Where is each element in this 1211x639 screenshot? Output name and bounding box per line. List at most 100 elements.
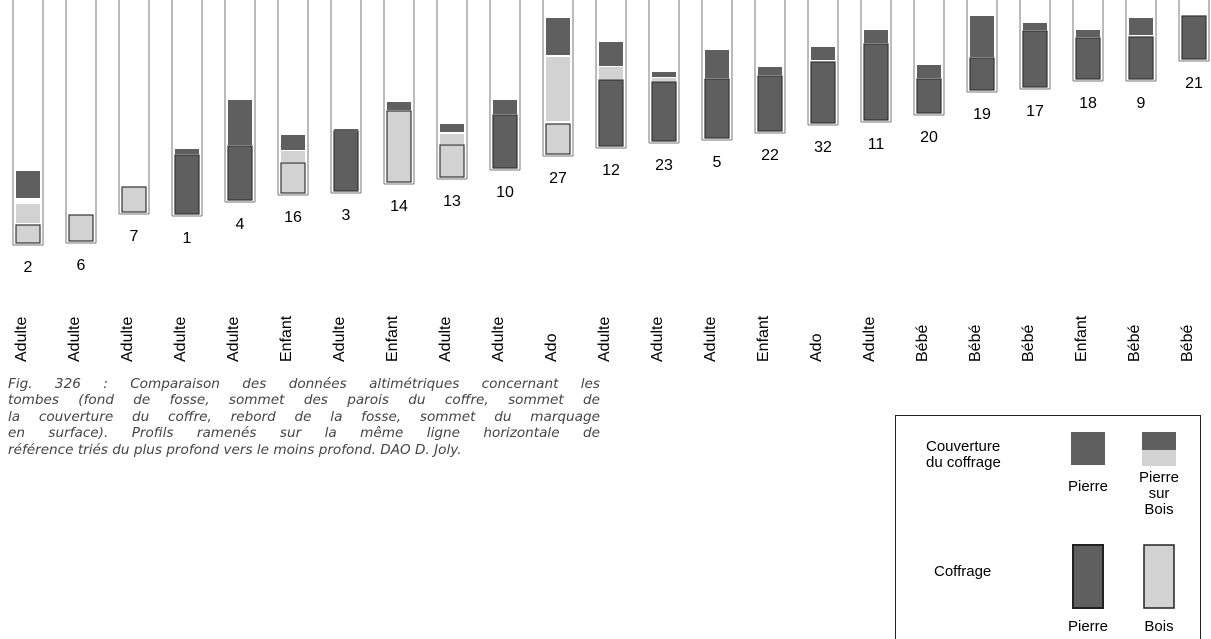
tomb-number: 10	[496, 184, 514, 201]
tomb-number: 19	[973, 106, 991, 123]
cover	[758, 67, 782, 75]
coffer	[121, 186, 147, 213]
coffer	[15, 224, 41, 244]
legend-text: Pierre	[1139, 469, 1179, 486]
cover	[599, 42, 623, 66]
cover	[917, 65, 941, 78]
tomb-number: 1	[183, 230, 192, 247]
cover	[175, 149, 199, 154]
tomb-profile: 19 Bébé	[966, 0, 998, 362]
tomb-number: 7	[130, 228, 139, 245]
age-label: Adulte	[331, 317, 348, 362]
age-label: Adulte	[225, 317, 242, 362]
coffer	[386, 110, 412, 183]
tomb-profile: 5 Adulte	[701, 0, 733, 362]
age-label: Bébé	[1020, 325, 1037, 362]
tomb-profile: 4 Adulte	[224, 0, 256, 362]
legend-swatch	[1071, 432, 1105, 465]
cover	[334, 129, 358, 132]
coffer	[810, 61, 836, 124]
tomb-number: 27	[549, 170, 567, 187]
cover	[16, 171, 40, 198]
tomb-profile: 10 Adulte	[489, 0, 521, 362]
tomb-number: 13	[443, 193, 461, 210]
cover	[599, 67, 623, 79]
cover	[493, 100, 517, 114]
tomb-number: 14	[390, 198, 408, 215]
age-label: Enfant	[755, 315, 772, 362]
tomb-profile: 13 Adulte	[436, 0, 468, 362]
legend-text: Bois	[1144, 618, 1173, 635]
age-label: Adulte	[649, 317, 666, 362]
tomb-number: 23	[655, 157, 673, 174]
tomb-profile: 16 Enfant	[277, 0, 309, 362]
age-label: Ado	[543, 333, 560, 362]
caption-line: la couverture du coffre, rebord de la fo…	[8, 408, 600, 425]
cover	[652, 78, 676, 81]
tomb-number: 4	[236, 216, 245, 233]
coffer	[757, 75, 783, 132]
age-label: Adulte	[702, 317, 719, 362]
tomb-profile: 9 Bébé	[1125, 0, 1157, 362]
age-label: Enfant	[1073, 315, 1090, 362]
legend-swatch	[1142, 450, 1176, 466]
coffer	[598, 79, 624, 147]
tomb-number: 21	[1185, 75, 1203, 92]
tomb-profile: 7 Adulte	[118, 0, 150, 362]
coffer	[863, 43, 889, 121]
tomb-profile: 12 Adulte	[595, 0, 627, 362]
tomb-profile: 14 Enfant	[383, 0, 415, 362]
tomb-profile: 21 Bébé	[1178, 0, 1210, 362]
cover	[440, 134, 464, 144]
caption-line: en surface). Profils ramenés sur la même…	[8, 425, 600, 442]
legend-swatch	[1142, 432, 1176, 450]
tomb-number: 2	[24, 259, 33, 276]
cover	[440, 124, 464, 132]
caption-line: Fig. 326 : Comparaison des données altim…	[8, 376, 600, 392]
legend-text: sur	[1149, 485, 1170, 502]
tomb-profile: 27 Ado	[542, 0, 574, 362]
coffer	[1128, 36, 1154, 80]
tomb-profile: 1 Adulte	[171, 0, 203, 362]
legend-text: Coffrage	[934, 563, 991, 580]
tomb-number: 3	[342, 207, 351, 224]
caption: Fig. 326 : Comparaison des données altim…	[8, 376, 600, 458]
coffer	[1022, 30, 1048, 88]
tomb-profile: 11 Adulte	[860, 0, 892, 362]
tomb-number: 22	[761, 147, 779, 164]
tomb-profile: 22 Enfant	[754, 0, 786, 362]
legend-text: Pierre	[1068, 618, 1108, 635]
age-label: Bébé	[914, 325, 931, 362]
tomb-profile: 17 Bébé	[1019, 0, 1051, 362]
coffer	[280, 162, 306, 194]
age-label: Adulte	[437, 317, 454, 362]
legend-text: Couverture	[926, 438, 1000, 455]
tomb-profile: 20 Bébé	[913, 0, 945, 362]
coffer	[1181, 15, 1207, 60]
tomb-profile: 32 Ado	[807, 0, 839, 362]
tomb-profile: 23 Adulte	[648, 0, 680, 362]
tomb-number: 18	[1079, 95, 1097, 112]
legend-box	[895, 415, 1201, 639]
coffer	[227, 145, 253, 201]
age-label: Enfant	[278, 315, 295, 362]
age-label: Bébé	[1179, 325, 1196, 362]
cover	[281, 135, 305, 150]
legend-text: du coffrage	[926, 454, 1001, 471]
cover	[228, 100, 252, 145]
cover	[16, 204, 40, 223]
cover	[1076, 30, 1100, 37]
cover	[705, 50, 729, 78]
tomb-number: 11	[868, 136, 885, 153]
tomb-number: 12	[602, 162, 620, 179]
tomb-profile: 18 Enfant	[1072, 0, 1104, 362]
cover	[546, 57, 570, 121]
coffer	[492, 114, 518, 169]
tomb-number: 20	[920, 129, 938, 146]
coffer	[545, 123, 571, 155]
age-label: Ado	[808, 333, 825, 362]
coffer	[439, 144, 465, 178]
age-label: Adulte	[13, 317, 30, 362]
